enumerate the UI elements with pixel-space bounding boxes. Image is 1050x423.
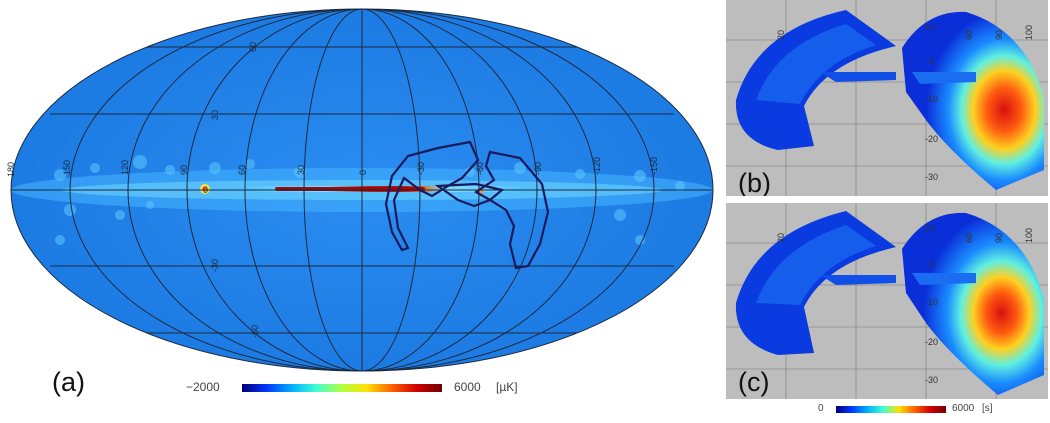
meridian-label: 120 <box>120 160 130 175</box>
y-tick: 0 <box>929 56 934 66</box>
x-tick: 100 <box>1024 25 1034 40</box>
parallel-label: -30 <box>210 259 220 272</box>
x-tick: 100 <box>1024 228 1034 243</box>
hit-map-c-svg: 20 60 90 100 10 0 -10 -20 -30 <box>726 203 1048 399</box>
x-tick: 20 <box>776 233 786 243</box>
hit-colorbar-max-label: 6000 <box>952 403 975 414</box>
y-tick: -30 <box>925 375 938 385</box>
panel-b-label: (b) <box>738 168 771 196</box>
hit-map-panel-c: 20 60 90 100 10 0 -10 -20 -30 (c) <box>726 203 1048 399</box>
y-tick: -20 <box>925 134 938 144</box>
hit-colorbar-gradient <box>836 406 946 413</box>
parallel-label: 60 <box>248 42 258 52</box>
x-tick: 90 <box>994 233 1004 243</box>
hit-map-b-svg: 20 60 90 100 10 0 -10 -20 -30 <box>726 0 1048 196</box>
y-tick: -10 <box>925 297 938 307</box>
observed-region-outline <box>384 140 550 270</box>
y-tick: 10 <box>925 223 935 233</box>
y-tick: -20 <box>925 337 938 347</box>
meridian-label: 60 <box>237 165 247 175</box>
x-tick: 60 <box>964 233 974 243</box>
y-tick: 10 <box>925 22 935 32</box>
colorbar-min-label: −2000 <box>186 380 220 394</box>
meridian-label: 90 <box>179 165 189 175</box>
temperature-colorbar: −2000 6000 [µK] <box>186 378 586 398</box>
x-tick: 90 <box>994 30 1004 40</box>
hit-colorbar-min-label: 0 <box>818 403 824 414</box>
meridian-labels: 150 120 90 60 30 0 -30 -60 -90 -120 -150… <box>6 157 659 177</box>
meridian-label: 180 <box>6 162 16 177</box>
scan-region-right-b <box>902 11 1044 191</box>
hit-colorbar: 0 6000 [s] <box>818 402 1038 418</box>
hit-colorbar-unit: [s] <box>982 403 993 414</box>
meridian-label: -150 <box>649 157 659 175</box>
meridian-label: -90 <box>533 162 543 175</box>
parallel-label: 0 <box>203 185 208 195</box>
meridian-label: 30 <box>296 165 306 175</box>
parallel-labels: 60 30 0 -30 -60 <box>203 42 260 338</box>
y-tick: 0 <box>929 259 934 269</box>
colorbar-max-label: 6000 <box>454 380 481 394</box>
y-tick: -30 <box>925 172 938 182</box>
meridian-label: 150 <box>62 160 72 175</box>
parallel-label: -60 <box>250 325 260 338</box>
x-tick: 20 <box>776 30 786 40</box>
sky-map-panel-a: 150 120 90 60 30 0 -30 -60 -90 -120 -150… <box>6 8 714 372</box>
y-tick: -10 <box>925 94 938 104</box>
x-tick: 60 <box>964 30 974 40</box>
colorbar-unit: [µK] <box>496 380 518 394</box>
meridian-label: -120 <box>592 157 602 175</box>
meridian-label: -60 <box>475 162 485 175</box>
colorbar-gradient <box>242 384 442 392</box>
meridian-label: -30 <box>416 162 426 175</box>
panel-a-label: (a) <box>52 367 85 397</box>
parallel-label: 30 <box>210 110 220 120</box>
hit-map-panel-b: 20 60 90 100 10 0 -10 -20 -30 (b) <box>726 0 1048 196</box>
scan-region-right-c <box>902 212 1044 395</box>
panel-c-label: (c) <box>738 367 770 397</box>
meridian-label: 0 <box>358 170 368 175</box>
